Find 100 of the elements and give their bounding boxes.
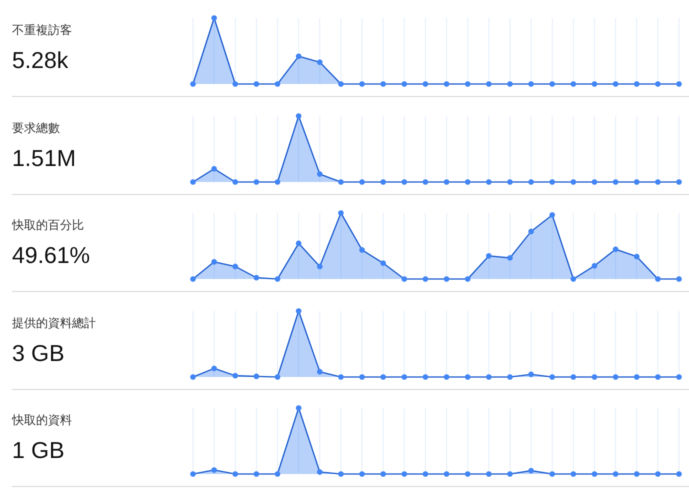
point <box>570 81 576 87</box>
point <box>507 81 513 87</box>
point <box>338 210 344 216</box>
point <box>570 374 576 380</box>
point <box>274 81 280 87</box>
point <box>316 264 323 270</box>
text: 3 GB <box>12 340 64 366</box>
point <box>316 368 323 374</box>
point <box>232 472 238 478</box>
point <box>549 212 556 218</box>
point <box>232 81 238 87</box>
text: 1.51M <box>12 144 76 171</box>
point <box>254 275 260 281</box>
point <box>422 374 428 380</box>
point <box>676 81 682 87</box>
point <box>338 472 344 478</box>
point <box>528 178 534 184</box>
point <box>380 260 386 266</box>
point <box>464 472 470 478</box>
point <box>507 374 513 380</box>
text: 5.28k <box>12 47 69 73</box>
point <box>634 178 640 184</box>
point <box>422 276 428 282</box>
point <box>359 81 365 87</box>
y-axis-title: 不重複訪客 <box>12 23 72 37</box>
point <box>464 374 470 380</box>
point <box>402 472 408 478</box>
point <box>655 276 661 282</box>
point <box>402 178 408 184</box>
point <box>316 170 323 176</box>
point <box>507 255 513 261</box>
point <box>486 178 492 184</box>
point <box>274 472 280 478</box>
point <box>190 472 196 478</box>
point <box>612 472 618 478</box>
point <box>359 472 365 478</box>
point <box>359 374 365 380</box>
point <box>211 468 217 474</box>
point <box>211 365 217 372</box>
point <box>486 472 492 478</box>
text: 1 GB <box>12 437 64 464</box>
point <box>549 472 556 478</box>
point <box>422 178 428 184</box>
point <box>528 228 534 234</box>
point <box>528 371 534 377</box>
point <box>359 178 365 184</box>
point <box>612 81 618 87</box>
point <box>592 263 598 269</box>
y-axis-title: 快取的百分比 <box>11 218 84 232</box>
point <box>422 81 428 87</box>
point <box>296 308 302 314</box>
point <box>507 178 513 184</box>
point <box>296 406 302 412</box>
point <box>528 81 534 87</box>
point <box>676 276 682 282</box>
point <box>612 178 618 184</box>
point <box>507 472 513 478</box>
point <box>464 276 470 282</box>
point <box>570 472 576 478</box>
point <box>359 247 365 253</box>
point <box>380 178 386 184</box>
text: 49.61% <box>12 242 90 268</box>
point <box>232 178 238 184</box>
point <box>676 374 682 380</box>
point <box>211 166 217 172</box>
point <box>486 374 492 380</box>
point <box>444 374 450 380</box>
point <box>549 374 556 380</box>
point <box>338 178 344 184</box>
point <box>444 81 450 87</box>
point <box>549 81 556 87</box>
point <box>486 253 492 259</box>
point <box>592 374 598 380</box>
point <box>232 372 238 378</box>
point <box>402 374 408 380</box>
point <box>254 472 260 478</box>
point <box>274 374 280 380</box>
y-axis-title: 提供的資料總計 <box>12 316 96 330</box>
point <box>549 178 556 184</box>
point <box>254 178 260 184</box>
point <box>486 81 492 87</box>
point <box>634 254 640 260</box>
point <box>316 59 323 66</box>
point <box>296 53 302 60</box>
point <box>380 81 386 87</box>
point <box>444 178 450 184</box>
point <box>254 373 260 379</box>
point <box>254 81 260 87</box>
point <box>402 81 408 87</box>
point <box>612 246 618 252</box>
point <box>655 178 661 184</box>
point <box>592 81 598 87</box>
point <box>211 259 217 265</box>
point <box>464 178 470 184</box>
point <box>380 374 386 380</box>
point <box>634 374 640 380</box>
point <box>274 178 280 184</box>
y-axis-title: 要求總數 <box>12 120 60 135</box>
point <box>190 276 196 282</box>
point <box>444 276 450 282</box>
